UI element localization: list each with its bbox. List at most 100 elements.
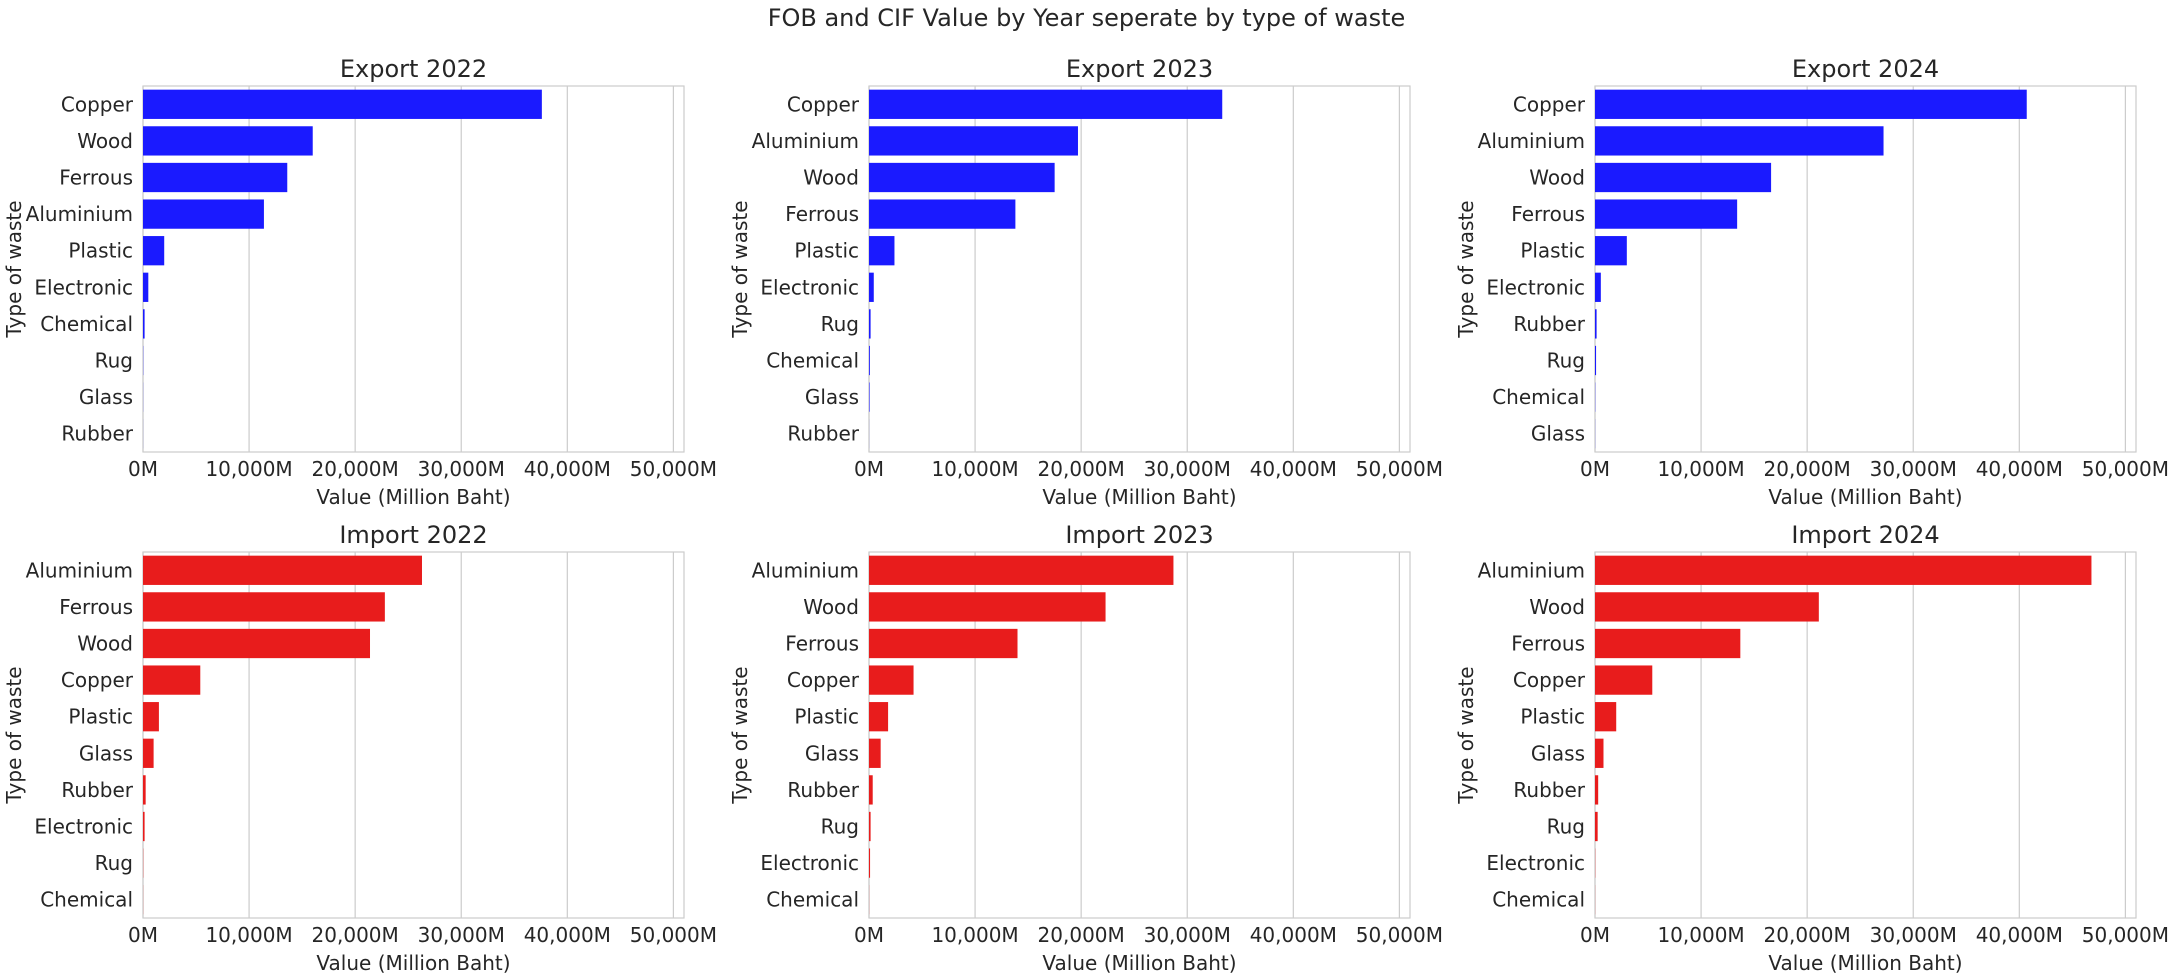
export-2024-frame	[1594, 85, 2137, 453]
export-2022-bar-wood	[143, 126, 313, 156]
import-2024-x-axis-label: Value (Million Baht)	[1768, 951, 1962, 975]
import-2022-y-axis-label: Type of waste	[2, 666, 26, 804]
import-2022-x-tick-label: 30,000M	[418, 923, 505, 947]
import-2022-x-tick-label: 10,000M	[205, 923, 292, 947]
import-2023-category-label: Electronic	[760, 851, 859, 875]
import-2022-category-label: Aluminium	[26, 558, 133, 582]
import-2024-x-tick-label: 20,000M	[1764, 923, 1851, 947]
import-2022-category-label: Glass	[79, 741, 133, 765]
export-2024-title: Export 2024	[1792, 55, 1939, 83]
import-2024-x-tick-label: 40,000M	[1976, 923, 2063, 947]
import-2023-category-label: Aluminium	[752, 558, 859, 582]
export-2023-category-label: Copper	[787, 92, 860, 116]
export-2022-category-label: Rug	[95, 349, 133, 373]
export-2023-category-label: Rubber	[787, 422, 859, 446]
import-2023-bar-rubber	[869, 775, 873, 805]
import-2022-bar-electronic	[143, 811, 145, 842]
export-2023-category-label: Aluminium	[752, 129, 859, 153]
import-2024-x-tick-label: 50,000M	[2082, 923, 2169, 947]
export-2023-title: Export 2023	[1066, 55, 1213, 83]
figure-title: FOB and CIF Value by Year seperate by ty…	[767, 4, 1406, 32]
import-2022-bar-rubber	[143, 775, 146, 805]
import-2022-x-tick-label: 20,000M	[312, 923, 399, 947]
export-2023-bar-glass	[869, 382, 870, 412]
export-2023-category-label: Plastic	[794, 239, 859, 263]
import-2024-x-tick-label: 10,000M	[1657, 923, 1744, 947]
import-2022-x-axis-label: Value (Million Baht)	[316, 951, 510, 975]
export-2024-category-label: Glass	[1531, 422, 1585, 446]
export-2023-bar-copper	[869, 89, 1223, 119]
import-2022-category-label: Rug	[95, 851, 133, 875]
import-2022-frame	[142, 551, 685, 919]
import-2022-category-label: Electronic	[34, 815, 133, 839]
import-2023-bar-glass	[869, 738, 881, 768]
export-2022-x-tick-label: 20,000M	[312, 457, 399, 481]
export-2022-x-axis-label: Value (Million Baht)	[316, 485, 510, 509]
export-2024-bar-wood	[1595, 162, 1772, 193]
import-2022-bar-wood	[143, 628, 371, 659]
export-2023-bar-wood	[869, 162, 1055, 193]
export-2022-title: Export 2022	[340, 55, 487, 83]
import-2022-category-label: Rubber	[61, 778, 133, 802]
export-2022-x-tick-label: 40,000M	[524, 457, 611, 481]
export-2024-x-axis-label: Value (Million Baht)	[1768, 485, 1962, 509]
export-2024-bar-ferrous	[1595, 199, 1738, 229]
import-2022-bar-ferrous	[143, 592, 385, 622]
import-2024-bar-rubber	[1595, 775, 1599, 805]
import-2023-category-label: Ferrous	[785, 632, 859, 656]
import-2023-bar-rug	[869, 811, 871, 842]
import-2024-category-label: Wood	[1529, 595, 1585, 619]
export-2023-bar-chemical	[869, 345, 870, 376]
export-2024-x-tick-label: 10,000M	[1657, 457, 1744, 481]
export-2023-x-tick-label: 50,000M	[1356, 457, 1443, 481]
import-2022-category-label: Chemical	[40, 888, 133, 912]
import-2024-category-label: Glass	[1531, 741, 1585, 765]
export-2022-category-label: Glass	[79, 385, 133, 409]
export-2023-category-label: Chemical	[766, 349, 859, 373]
export-2023-x-tick-label: 0M	[854, 457, 884, 481]
export-2022-bar-aluminium	[143, 199, 264, 229]
export-2024-category-label: Rubber	[1513, 312, 1585, 336]
export-2023-category-label: Rug	[821, 312, 859, 336]
import-2023-bar-plastic	[869, 702, 889, 732]
export-2024-category-label: Chemical	[1492, 385, 1585, 409]
export-2024-y-axis-label: Type of waste	[1454, 200, 1478, 338]
import-2023-category-label: Glass	[805, 741, 859, 765]
export-2023-bar-aluminium	[869, 126, 1078, 156]
export-2022-category-label: Electronic	[34, 275, 133, 299]
export-2024-category-label: Electronic	[1486, 275, 1585, 299]
import-2024-x-tick-label: 30,000M	[1870, 923, 1957, 947]
export-2022-x-tick-label: 10,000M	[205, 457, 292, 481]
export-2024-bar-copper	[1595, 89, 2027, 119]
import-2023-category-label: Wood	[803, 595, 859, 619]
import-2024-bar-glass	[1595, 738, 1604, 768]
export-2023-category-label: Electronic	[760, 275, 859, 299]
import-2024-frame	[1594, 551, 2137, 919]
import-2024-category-label: Aluminium	[1478, 558, 1585, 582]
export-2023-x-tick-label: 40,000M	[1250, 457, 1337, 481]
export-2023-frame	[868, 85, 1411, 453]
export-2023-x-axis-label: Value (Million Baht)	[1042, 485, 1236, 509]
import-2024-category-label: Plastic	[1520, 705, 1585, 729]
export-2023-category-label: Ferrous	[785, 202, 859, 226]
export-2022-x-tick-label: 50,000M	[630, 457, 717, 481]
import-2024-category-label: Chemical	[1492, 888, 1585, 912]
import-2023-x-tick-label: 50,000M	[1356, 923, 1443, 947]
export-2022-category-label: Chemical	[40, 312, 133, 336]
export-2022-category-label: Ferrous	[59, 166, 133, 190]
import-2024-category-label: Copper	[1513, 668, 1586, 692]
import-2022-category-label: Copper	[61, 668, 134, 692]
export-2022-bar-copper	[143, 89, 542, 119]
export-2023-bar-plastic	[869, 236, 895, 266]
import-2024-bar-ferrous	[1595, 628, 1741, 659]
import-2024-x-tick-label: 0M	[1580, 923, 1610, 947]
export-2024-category-label: Wood	[1529, 166, 1585, 190]
import-2024-bar-aluminium	[1595, 555, 2092, 585]
import-2024-bar-plastic	[1595, 702, 1617, 732]
